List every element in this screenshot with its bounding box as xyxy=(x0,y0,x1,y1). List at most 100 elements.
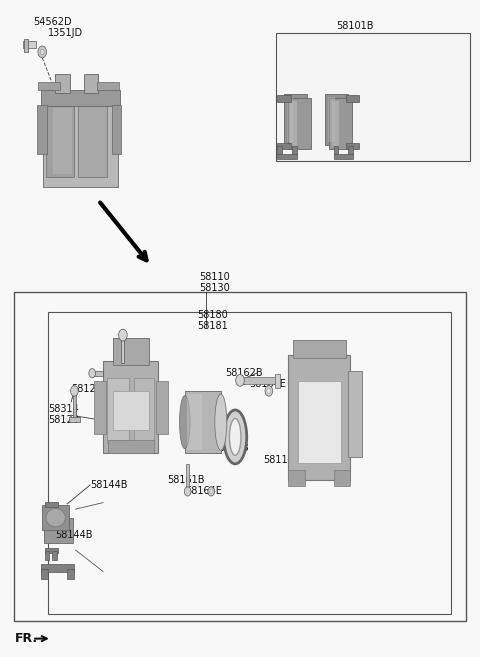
Bar xyxy=(187,394,202,450)
Bar xyxy=(43,99,118,187)
Ellipse shape xyxy=(46,509,65,527)
Text: 1351JD: 1351JD xyxy=(48,28,83,38)
Bar xyxy=(84,74,98,93)
Bar xyxy=(37,105,47,154)
Circle shape xyxy=(208,487,215,496)
Bar xyxy=(38,82,60,90)
Bar xyxy=(23,41,36,48)
Bar xyxy=(53,108,72,174)
Ellipse shape xyxy=(224,410,247,464)
Bar xyxy=(346,95,359,102)
Bar xyxy=(346,143,359,149)
Text: 58181: 58181 xyxy=(197,321,228,331)
Circle shape xyxy=(265,386,273,396)
Bar xyxy=(42,505,69,530)
Bar xyxy=(44,518,73,543)
Circle shape xyxy=(184,487,191,496)
Bar xyxy=(113,391,149,430)
Text: 58314: 58314 xyxy=(48,403,79,414)
Bar xyxy=(277,95,291,102)
Bar xyxy=(24,39,28,52)
Bar xyxy=(348,371,362,457)
Bar xyxy=(92,371,103,376)
Bar xyxy=(275,374,280,388)
Bar xyxy=(334,154,353,159)
Bar xyxy=(293,340,346,358)
Bar xyxy=(67,569,74,579)
Bar xyxy=(328,97,335,142)
Bar xyxy=(276,33,470,161)
Bar xyxy=(292,146,297,154)
Text: 58110: 58110 xyxy=(199,272,230,283)
Text: 58130: 58130 xyxy=(199,283,230,293)
Bar xyxy=(14,292,466,621)
Circle shape xyxy=(71,386,78,396)
Ellipse shape xyxy=(229,419,241,455)
Circle shape xyxy=(236,374,244,386)
Bar xyxy=(329,98,352,149)
Circle shape xyxy=(119,329,127,341)
Bar xyxy=(94,381,106,434)
Bar xyxy=(45,502,58,507)
Text: 58125: 58125 xyxy=(71,384,102,394)
Bar xyxy=(45,548,58,553)
Bar xyxy=(107,378,129,443)
Text: 54562D: 54562D xyxy=(34,17,72,28)
Bar xyxy=(97,82,119,90)
Bar xyxy=(69,417,80,422)
Bar xyxy=(298,381,341,463)
Bar xyxy=(78,105,107,177)
Bar xyxy=(284,94,307,145)
Bar xyxy=(46,105,74,177)
Text: 58112: 58112 xyxy=(185,428,216,439)
Bar xyxy=(103,361,158,453)
Bar xyxy=(348,146,353,154)
Bar xyxy=(277,154,297,159)
Bar xyxy=(134,378,154,443)
Bar xyxy=(334,146,338,154)
Text: FR.: FR. xyxy=(14,632,37,645)
Bar xyxy=(290,101,297,146)
Circle shape xyxy=(267,388,271,394)
Bar xyxy=(112,105,121,154)
Bar xyxy=(55,74,70,93)
Bar xyxy=(156,381,168,434)
Bar xyxy=(48,312,451,614)
Circle shape xyxy=(38,46,47,58)
Bar xyxy=(277,143,291,149)
Bar xyxy=(45,551,49,560)
Bar xyxy=(332,101,338,146)
Bar xyxy=(287,97,293,142)
Text: 58144B: 58144B xyxy=(90,480,128,490)
Text: 58113: 58113 xyxy=(218,443,249,453)
Text: 58162B: 58162B xyxy=(226,368,263,378)
Bar xyxy=(240,377,276,384)
Bar xyxy=(325,94,348,145)
Ellipse shape xyxy=(180,396,190,449)
Text: 58163B: 58163B xyxy=(103,368,141,378)
Text: 58161B: 58161B xyxy=(167,474,204,485)
Circle shape xyxy=(89,369,96,378)
Circle shape xyxy=(40,49,44,55)
Bar xyxy=(113,338,149,365)
Bar xyxy=(288,470,305,486)
Bar xyxy=(121,336,124,363)
Bar xyxy=(108,440,154,453)
Text: 58114A: 58114A xyxy=(263,455,300,465)
Circle shape xyxy=(210,489,213,493)
Bar xyxy=(73,391,76,420)
Text: 58120: 58120 xyxy=(48,415,79,426)
Bar xyxy=(52,551,57,560)
Bar xyxy=(277,146,282,154)
Text: 58101B: 58101B xyxy=(336,21,373,32)
Bar xyxy=(186,464,189,489)
Text: 58164E: 58164E xyxy=(250,379,287,390)
Ellipse shape xyxy=(215,394,227,450)
Text: 58144B: 58144B xyxy=(55,530,93,541)
Bar xyxy=(41,569,48,579)
Bar xyxy=(41,564,74,572)
Bar xyxy=(334,470,350,486)
Bar xyxy=(288,98,311,149)
Bar xyxy=(41,90,120,106)
Text: 58180: 58180 xyxy=(197,310,228,321)
